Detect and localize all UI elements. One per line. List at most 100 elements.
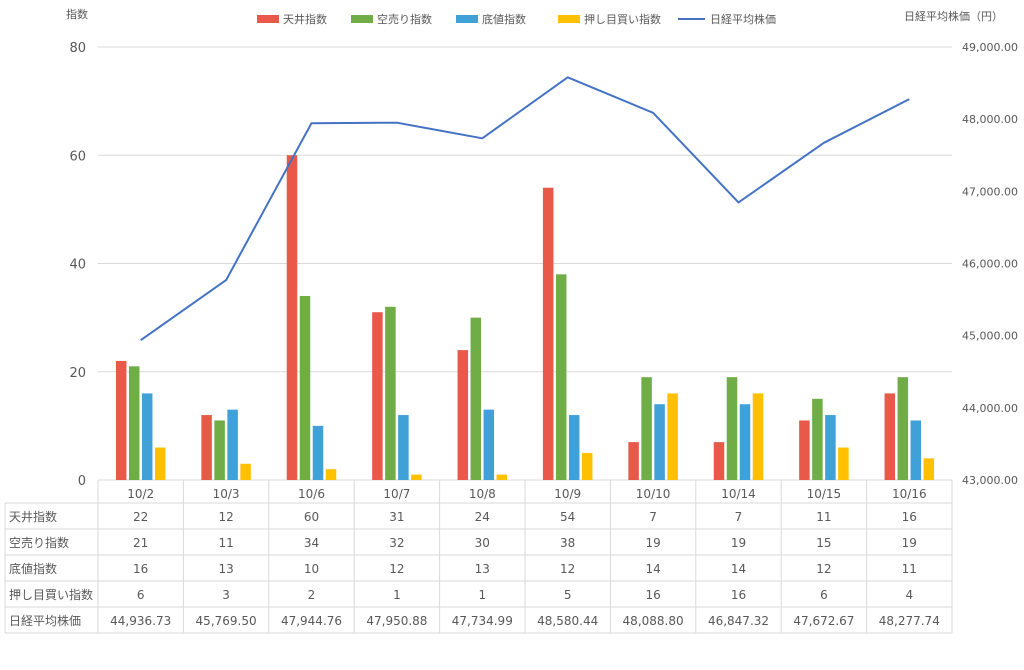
bar-底値指数-10/15 xyxy=(825,415,836,480)
bar-空売り指数-10/3 xyxy=(214,420,225,480)
table-cell: 16 xyxy=(731,588,746,602)
table-cell: 3 xyxy=(222,588,230,602)
left-tick-label: 40 xyxy=(69,258,86,273)
table-cell: 45,769.50 xyxy=(196,614,257,628)
legend-label: 天井指数 xyxy=(283,12,327,26)
bar-押し目買い指数-10/6 xyxy=(325,469,337,480)
bar-天井指数-10/8 xyxy=(457,350,469,480)
category-label: 10/16 xyxy=(892,487,927,501)
table-cell: 48,088.80 xyxy=(623,614,684,628)
category-label: 10/6 xyxy=(298,487,325,501)
legend-label: 底値指数 xyxy=(482,12,526,26)
bar-天井指数-10/2 xyxy=(115,360,127,480)
table-cell: 16 xyxy=(902,510,917,524)
bar-押し目買い指数-10/14 xyxy=(752,393,764,480)
category-label: 10/9 xyxy=(554,487,581,501)
table-cell: 54 xyxy=(560,510,575,524)
category-label: 10/7 xyxy=(383,487,410,501)
table-cell: 38 xyxy=(560,536,575,550)
table-cell: 12 xyxy=(218,510,233,524)
right-tick-label: 47,000.00 xyxy=(962,185,1018,198)
table-cell: 1 xyxy=(393,588,401,602)
table-cell: 4 xyxy=(905,588,913,602)
table-cell: 47,944.76 xyxy=(281,614,342,628)
table-cell: 6 xyxy=(820,588,828,602)
table-cell: 6 xyxy=(137,588,145,602)
bar-天井指数-10/3 xyxy=(201,415,212,480)
table-cell: 12 xyxy=(816,562,831,576)
legend: 天井指数 空売り指数 底値指数 押し目買い指数 日経平均株価 xyxy=(257,12,776,26)
table-row-label: 空売り指数 xyxy=(9,535,69,550)
bar-押し目買い指数-10/3 xyxy=(240,463,251,480)
bar-底値指数-10/14 xyxy=(739,404,751,480)
table-cell: 11 xyxy=(218,536,233,550)
bar-底値指数-10/7 xyxy=(398,415,409,480)
table-cell: 13 xyxy=(218,562,233,576)
table-cell: 10 xyxy=(304,562,319,576)
category-label: 10/14 xyxy=(721,487,756,501)
table-cell: 16 xyxy=(133,562,148,576)
table-cell: 34 xyxy=(304,536,319,550)
right-axis-label: 日経平均株価（円） xyxy=(904,9,1003,23)
table-cell: 46,847.32 xyxy=(708,614,769,628)
bars xyxy=(115,155,935,480)
bar-底値指数-10/16 xyxy=(910,420,922,480)
left-axis-label: 指数 xyxy=(66,7,88,21)
bar-空売り指数-10/2 xyxy=(128,366,140,480)
bar-押し目買い指数-10/8 xyxy=(496,474,508,480)
bar-空売り指数-10/9 xyxy=(555,274,567,480)
table-cell: 48,580.44 xyxy=(537,614,598,628)
bar-天井指数-10/10 xyxy=(628,442,639,480)
bar-底値指数-10/10 xyxy=(654,404,665,480)
bar-空売り指数-10/7 xyxy=(385,306,396,480)
bar-押し目買い指数-10/2 xyxy=(154,447,166,480)
bar-天井指数-10/6 xyxy=(286,155,298,480)
bar-底値指数-10/8 xyxy=(483,409,495,480)
right-tick-label: 49,000.00 xyxy=(962,41,1018,54)
table-cell: 47,950.88 xyxy=(366,614,427,628)
legend-swatch xyxy=(351,15,373,23)
table-cell: 24 xyxy=(475,510,490,524)
category-label: 10/10 xyxy=(636,487,671,501)
table-row-label: 底値指数 xyxy=(9,561,57,576)
bar-空売り指数-10/8 xyxy=(470,317,482,480)
table-row-label: 押し目買い指数 xyxy=(9,587,93,602)
left-tick-label: 80 xyxy=(69,41,86,56)
data-table: 10/2 10/3 10/6 10/7 10/8 10/9 10/10 10/14 10/15 1… xyxy=(4,480,953,634)
legend-swatch xyxy=(456,15,478,23)
category-label: 10/15 xyxy=(807,487,842,501)
bar-押し目買い指数-10/9 xyxy=(581,452,593,480)
right-tick-label: 44,000.00 xyxy=(962,402,1018,415)
category-label: 10/3 xyxy=(213,487,240,501)
bar-押し目買い指数-10/7 xyxy=(411,474,422,480)
table-cell: 32 xyxy=(389,536,404,550)
bar-空売り指数-10/16 xyxy=(897,377,909,480)
bar-空売り指数-10/15 xyxy=(812,398,823,480)
legend-swatch xyxy=(257,15,279,23)
bar-天井指数-10/15 xyxy=(799,420,810,480)
right-axis-ticks: 43,000.00 44,000.00 45,000.00 46,000.00 47,0… xyxy=(962,41,1018,487)
table-cell: 31 xyxy=(389,510,404,524)
bar-天井指数-10/9 xyxy=(542,187,554,480)
table-cell: 19 xyxy=(645,536,660,550)
bar-空売り指数-10/10 xyxy=(641,377,652,480)
table-cell: 11 xyxy=(902,562,917,576)
legend-swatch xyxy=(558,15,580,23)
left-axis-ticks: 0 20 40 60 80 xyxy=(69,41,86,489)
line-series xyxy=(140,76,910,342)
table-cell: 19 xyxy=(731,536,746,550)
legend-label: 押し目買い指数 xyxy=(584,12,661,26)
table-cell: 16 xyxy=(645,588,660,602)
table-cell: 12 xyxy=(560,562,575,576)
right-tick-label: 43,000.00 xyxy=(962,474,1018,487)
gridlines xyxy=(98,46,952,481)
table-cell: 14 xyxy=(731,562,746,576)
bar-底値指数-10/9 xyxy=(568,415,580,480)
bar-押し目買い指数-10/10 xyxy=(667,393,678,480)
bar-押し目買い指数-10/15 xyxy=(838,447,849,480)
bar-底値指数-10/3 xyxy=(227,409,238,480)
legend-label: 日経平均株価 xyxy=(710,12,776,26)
left-tick-label: 0 xyxy=(78,474,86,489)
legend-label: 空売り指数 xyxy=(377,12,432,26)
